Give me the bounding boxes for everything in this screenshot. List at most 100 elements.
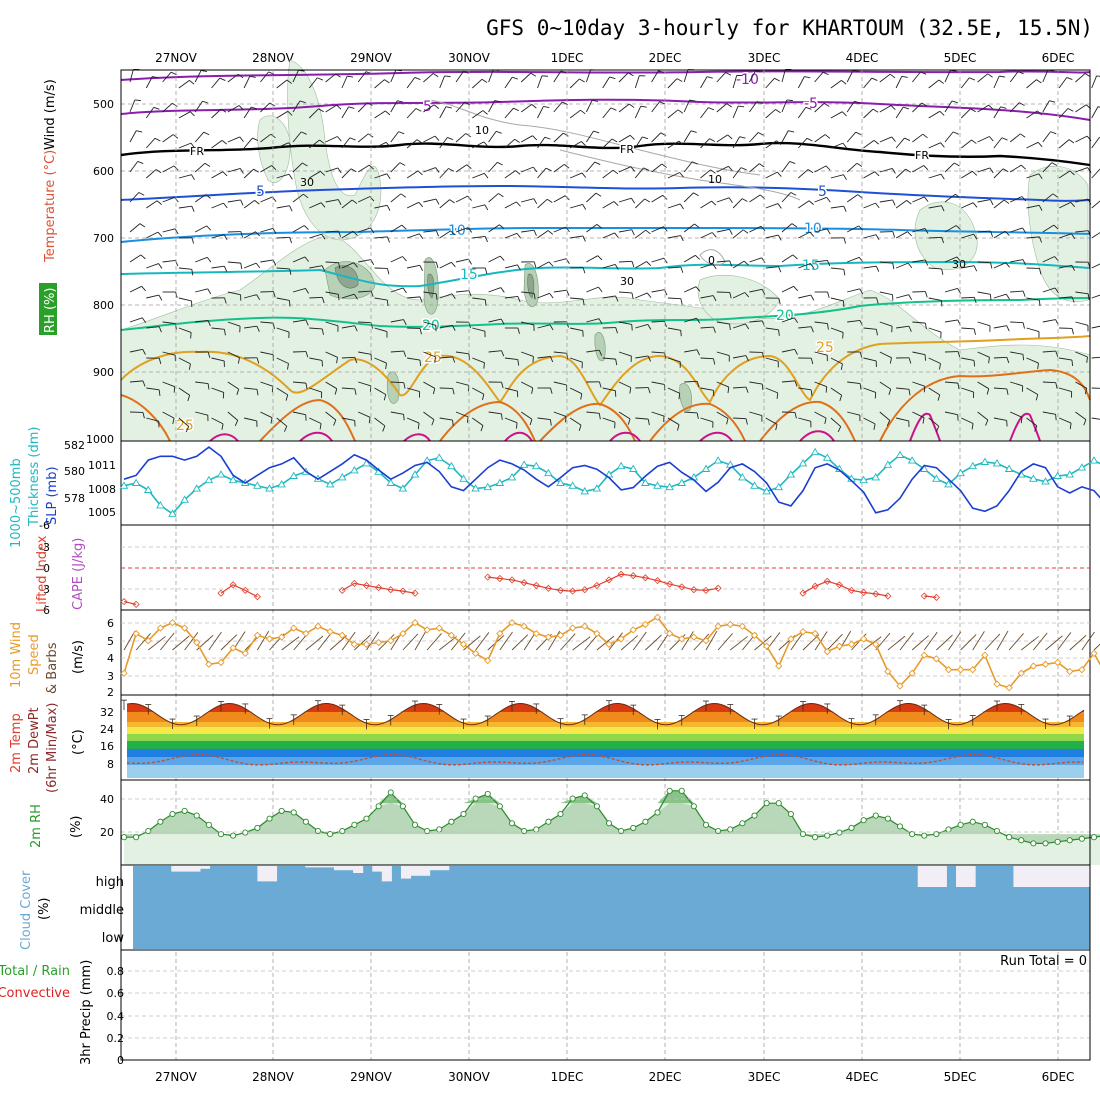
y-tick-label: 5 — [107, 635, 114, 648]
barb-flag — [1022, 259, 1027, 266]
rh2m-point — [775, 800, 782, 807]
barb-flag — [841, 80, 847, 85]
barb-staff — [553, 289, 567, 293]
barb-flag — [543, 105, 550, 109]
barb-staff — [602, 169, 614, 179]
wind-barb — [814, 351, 828, 362]
barb-flag — [289, 205, 293, 212]
barb-flag — [450, 230, 456, 236]
barb-flag — [892, 199, 896, 206]
barb-flag — [1071, 265, 1075, 271]
barb-staff — [879, 261, 893, 264]
barb-flag — [544, 136, 551, 140]
thickness-point — [1065, 470, 1075, 478]
wind-barb — [406, 201, 424, 209]
wind-barb — [618, 351, 632, 363]
wind-barb — [749, 132, 764, 143]
barb-staff — [129, 99, 136, 113]
wind-barb — [684, 380, 700, 388]
barb-staff — [749, 288, 763, 293]
barb-staff — [1058, 170, 1071, 179]
barb-flag — [500, 318, 505, 325]
barb-flag — [908, 326, 912, 332]
barb-flag — [843, 269, 846, 276]
barb-staff — [276, 327, 290, 333]
barb-flag — [794, 380, 798, 387]
barb-flag — [775, 109, 781, 114]
wind-speed-point — [544, 633, 553, 641]
barb-staff — [390, 350, 404, 353]
wind-barb — [325, 261, 341, 269]
barb-staff — [683, 130, 692, 143]
barb-flag — [547, 230, 554, 235]
barb-staff — [1075, 135, 1088, 143]
wind-barb — [472, 297, 487, 306]
barb-flag — [1053, 224, 1059, 230]
barb-staff — [1042, 162, 1053, 173]
date-label: 2DEC — [649, 51, 682, 65]
barb-staff — [879, 167, 893, 173]
y-axis-label-wind-unit: (m/s) — [71, 640, 86, 674]
barb-flag — [711, 200, 717, 206]
wind10m-barb — [632, 631, 647, 651]
barb-staff — [960, 108, 971, 119]
barb-flag — [643, 167, 650, 171]
barb-staff — [439, 417, 453, 421]
wind-barb — [472, 110, 488, 119]
wind-barb — [993, 417, 1008, 427]
wind-barb — [341, 137, 356, 149]
wind-barb — [1058, 139, 1075, 149]
wind-barb — [863, 297, 879, 304]
wind-barb — [520, 72, 537, 83]
barb-flag — [466, 164, 472, 169]
barb-staff — [765, 327, 779, 331]
wind10m-barb — [463, 635, 481, 651]
barb-staff — [162, 321, 176, 325]
barb-flag — [957, 383, 960, 390]
barb-staff — [178, 142, 192, 149]
wind-barb — [374, 204, 391, 211]
wind-barb — [879, 261, 895, 270]
barb-staff — [439, 261, 452, 269]
barb-staff — [716, 321, 730, 325]
barb-flag — [856, 162, 863, 167]
wind-barb — [765, 77, 780, 89]
contour-label: 30 — [620, 275, 634, 288]
wind-barb — [227, 231, 244, 238]
wind-barb — [1075, 73, 1091, 83]
barb-staff — [993, 293, 1007, 299]
rh2m-point — [339, 827, 346, 835]
wind-barb — [830, 357, 843, 370]
wind-barb — [700, 387, 715, 397]
cloud-clear-bar — [199, 866, 211, 869]
barb-staff — [879, 136, 892, 143]
barb-flag — [549, 419, 552, 426]
wind10m-barb — [208, 631, 222, 651]
wind-barb — [455, 101, 471, 113]
barb-flag — [598, 381, 602, 388]
barb-staff — [585, 69, 592, 83]
barb-staff — [358, 351, 372, 355]
wind-barb — [276, 110, 293, 119]
barb-flag — [922, 133, 928, 139]
wind-barb — [146, 326, 162, 333]
wind-barb — [618, 321, 633, 331]
barb-staff — [276, 267, 290, 270]
barb-staff — [993, 387, 1007, 390]
barb-staff — [146, 169, 157, 179]
wind-barb — [863, 139, 879, 149]
barb-flag — [696, 317, 701, 324]
rh2m-point — [424, 827, 431, 835]
wind-barb — [635, 417, 650, 426]
barb-staff — [1075, 104, 1087, 113]
barb-flag — [152, 76, 159, 79]
wind-barb — [146, 387, 161, 396]
thickness-point — [434, 453, 444, 461]
wind-barb — [244, 325, 260, 332]
wind-barb — [667, 235, 684, 242]
thickness-point — [1089, 456, 1099, 464]
barb-staff — [765, 140, 777, 149]
wind10m-speed-series — [120, 613, 1100, 692]
wind-barb — [260, 259, 277, 266]
barb-flag — [435, 230, 439, 237]
